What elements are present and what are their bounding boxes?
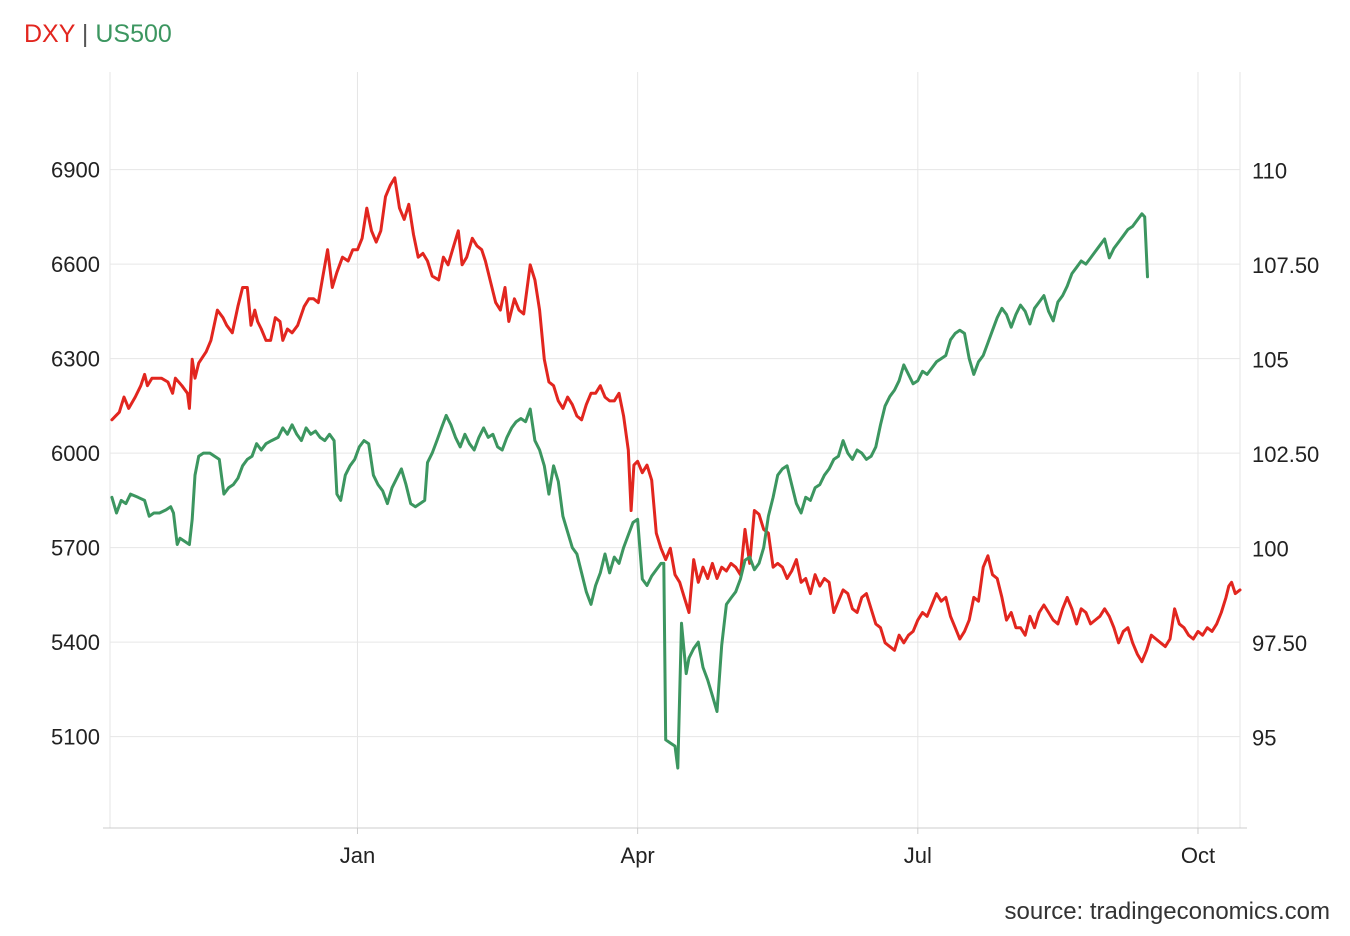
series-lines [110,176,1242,770]
us500-series-line[interactable] [110,212,1149,770]
axes [103,72,1247,834]
right-tick-label: 102.50 [1252,442,1319,467]
source-attribution[interactable]: source: tradingeconomics.com [1004,898,1330,925]
left-tick-label: 5700 [51,536,100,561]
right-tick-label: 97.50 [1252,631,1307,656]
chart-legend: DXY | US500 [24,20,172,49]
left-tick-label: 6600 [51,252,100,277]
left-tick-label: 5100 [51,725,100,750]
legend-dxy[interactable]: DXY [24,20,75,48]
right-tick-label: 95 [1252,725,1276,750]
left-tick-label: 5400 [51,630,100,655]
x-tick-label: Jul [904,843,932,868]
tick-labels: 5100 5400 5700 6000 6300 6600 6900 95 97.50 100 10… [51,158,1319,868]
left-tick-label: 6900 [51,158,100,183]
gridlines [110,72,1240,828]
right-tick-label: 110 [1252,158,1287,183]
right-tick-label: 105 [1252,347,1289,372]
right-tick-label: 107.50 [1252,253,1319,278]
x-tick-label: Oct [1181,843,1215,868]
dxy-series-line[interactable] [110,176,1242,664]
right-tick-label: 100 [1252,536,1289,561]
x-tick-label: Apr [621,843,655,868]
left-tick-label: 6000 [51,441,100,466]
x-tick-label: Jan [340,843,375,868]
left-tick-label: 6300 [51,347,100,372]
legend-separator: | [81,20,89,48]
legend-us500[interactable]: US500 [95,20,172,48]
